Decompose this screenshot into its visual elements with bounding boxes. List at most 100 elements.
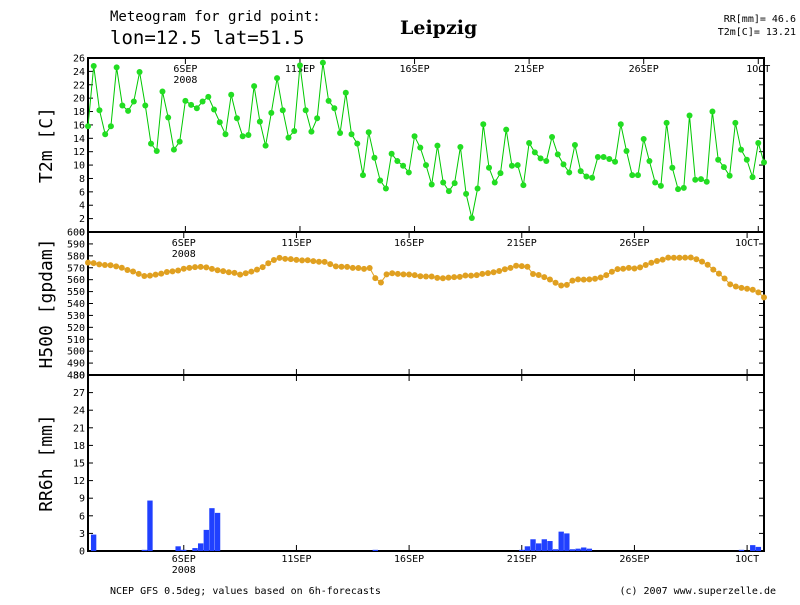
t2m-point: [285, 134, 292, 141]
t2m-point: [268, 109, 275, 116]
t2m-point: [354, 140, 361, 147]
rr6h-ytick-label: 6: [79, 511, 85, 522]
t2m-point: [577, 168, 584, 175]
h500-point: [445, 274, 452, 281]
t2m-ytick-label: 6: [79, 187, 85, 198]
t2m-point: [743, 156, 750, 163]
t2m-point: [715, 156, 722, 163]
h500-point: [406, 271, 413, 278]
h500-point: [192, 264, 199, 271]
h500-ytick-label: 490: [67, 359, 85, 370]
h500-ytick-label: 580: [67, 251, 85, 262]
footer: NCEP GFS 0.5deg; values based on 6h-fore…: [110, 586, 776, 597]
rr6h-bar: [192, 548, 198, 551]
rr6h-xtick-sublabel: 2008: [172, 565, 196, 576]
h500-point: [586, 276, 593, 283]
t2m-point: [314, 115, 321, 122]
t2m-point: [176, 138, 183, 145]
rr6h-bar: [530, 539, 536, 551]
h500-point: [535, 272, 542, 279]
rr6h-ytick-label: 24: [73, 406, 85, 417]
rr6h-ytick-label: 12: [73, 476, 85, 487]
h500-point: [332, 263, 339, 270]
footer-source: NCEP GFS 0.5deg; values based on 6h-fore…: [110, 586, 381, 597]
t2m-point: [669, 164, 676, 171]
t2m-point: [371, 154, 378, 161]
h500-point: [710, 266, 717, 273]
rr6h-bar: [203, 529, 209, 551]
t2m-point: [136, 69, 143, 76]
h500-point: [389, 270, 396, 277]
t2m-ytick-label: 14: [73, 134, 85, 145]
t2m-point: [486, 164, 493, 171]
h500-point: [496, 267, 503, 274]
t2m-point: [652, 179, 659, 186]
rr6h-bar: [541, 539, 547, 551]
h500-point: [293, 256, 300, 263]
t2m-point: [755, 139, 762, 146]
h500-point: [141, 272, 148, 279]
h500-point: [541, 274, 548, 281]
t2m-point: [526, 139, 533, 146]
h500-point: [744, 285, 751, 292]
rr6h-bar: [214, 512, 221, 551]
h500-ylabel: H500 [gpdam]: [36, 238, 57, 368]
h500-point: [383, 271, 390, 278]
t2m-point: [726, 172, 733, 179]
h500-point: [665, 254, 672, 261]
t2m-point: [434, 142, 441, 149]
t2m-point: [400, 162, 407, 169]
t2m-point: [342, 89, 349, 96]
h500-xtick-sublabel: 2008: [172, 249, 196, 260]
h500-point: [276, 254, 283, 261]
rr6h-bar: [535, 543, 542, 551]
t2m-point: [107, 123, 114, 130]
rr6h-bar: [552, 549, 559, 551]
h500-point: [659, 256, 666, 263]
h500-point: [614, 266, 621, 273]
h500-point: [355, 264, 362, 271]
t2m-point: [153, 148, 160, 155]
t2m-point: [96, 107, 103, 114]
t2m-point: [365, 129, 372, 136]
h500-point: [248, 268, 255, 275]
t2m-point: [566, 169, 573, 176]
t2m-point: [382, 185, 389, 192]
title-line1: Meteogram for grid point:: [110, 9, 321, 25]
h500-point: [625, 264, 632, 271]
t2m-point: [222, 131, 229, 138]
h500-point: [169, 268, 176, 275]
h500-point: [220, 268, 227, 275]
rr6h-bar: [586, 548, 593, 551]
t2m-point: [113, 64, 120, 71]
h500-point: [642, 262, 649, 269]
rr6h-bar: [181, 549, 187, 551]
h500-point: [163, 269, 170, 276]
t2m-point: [308, 128, 315, 135]
h500-xtick-label: 6SEP: [172, 238, 196, 249]
h500-point: [473, 272, 480, 279]
rr6h-bar: [575, 548, 581, 551]
rr6h-ytick-label: 27: [73, 388, 85, 399]
h500-point: [321, 258, 328, 265]
t2m-point: [188, 101, 195, 108]
h500-ytick-label: 560: [67, 275, 85, 286]
h500-point: [456, 273, 463, 280]
h500-point: [670, 254, 677, 261]
title-line2: lon=12.5 lat=51.5: [110, 27, 304, 49]
rr6h-ytick-label: 9: [79, 494, 85, 505]
t2m-point: [646, 158, 653, 165]
h500-point: [575, 276, 582, 283]
t2m-point: [738, 146, 745, 153]
t2m-point: [537, 155, 544, 162]
t2m-point: [554, 151, 561, 158]
t2m-point: [302, 107, 309, 114]
t2m-point: [170, 146, 177, 153]
h500-ytick-label: 600: [67, 228, 85, 239]
rr6h-bar: [141, 549, 148, 551]
h500-point: [648, 259, 655, 266]
h500-point: [411, 272, 418, 279]
t2m-point: [125, 107, 132, 114]
t2m-point: [451, 180, 458, 187]
